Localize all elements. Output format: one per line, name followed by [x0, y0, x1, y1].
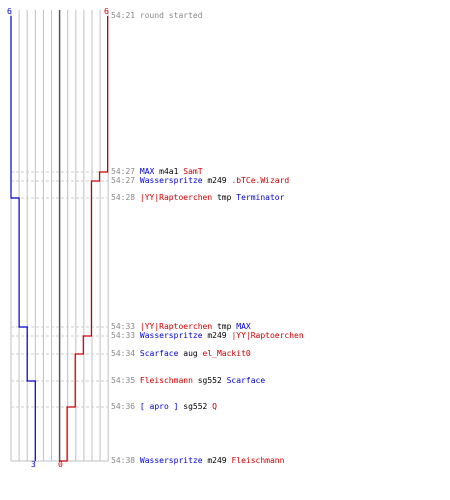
blue-player-name: [ apro ]	[139, 402, 179, 411]
blue-player-name: Wasserspritze	[139, 176, 203, 185]
event-time: 54:27	[111, 167, 140, 176]
timeline-grid	[10, 10, 109, 462]
blue-team-end-count: 3	[31, 460, 36, 469]
weapon-name: sg552	[178, 402, 213, 411]
red-player-name: |YY|Raptoerchen	[231, 331, 304, 340]
event-time: 54:34	[111, 349, 140, 358]
kill-event: 54:27 MAX m4a1 SamT	[111, 167, 203, 176]
blue-player-name: MAX	[139, 167, 155, 176]
red-player-name: .bTCe.Wizard	[231, 176, 290, 185]
blue-player-name: MAX	[236, 322, 251, 331]
red-player-name: |YY|Raptoerchen	[139, 193, 213, 202]
weapon-name: m249	[202, 456, 232, 465]
blue-player-name: Terminator	[236, 193, 285, 202]
weapon-name: tmp	[212, 322, 237, 331]
red-player-name: |YY|Raptoerchen	[139, 322, 213, 331]
blue-player-name: Wasserspritze	[139, 331, 203, 340]
event-time: 54:33	[111, 322, 140, 331]
team-alive-step-lines	[10, 16, 109, 462]
red-player-name: Q	[212, 402, 217, 411]
blue-player-name: Wasserspritze	[139, 456, 203, 465]
kill-event: 54:34 Scarface aug el_Mackit0	[111, 349, 251, 358]
event-time: 54:36	[111, 402, 140, 411]
round-start-event: 54:21 round started	[111, 11, 203, 20]
kill-event: 54:33 Wasserspritze m249 |YY|Raptoerchen	[111, 331, 304, 340]
kill-event: 54:38 Wasserspritze m249 Fleischmann	[111, 456, 284, 465]
event-time: 54:27	[111, 176, 140, 185]
red-player-name: SamT	[183, 167, 203, 176]
weapon-name: m4a1	[154, 167, 184, 176]
event-message: round started	[139, 11, 203, 20]
blue-player-name: Scarface	[226, 376, 266, 385]
event-time: 54:38	[111, 456, 140, 465]
kill-event: 54:35 Fleischmann sg552 Scarface	[111, 376, 265, 385]
red-player-name: el_Mackit0	[202, 349, 251, 358]
kill-event: 54:28 |YY|Raptoerchen tmp Terminator	[111, 193, 284, 202]
blue-player-name: Scarface	[139, 349, 179, 358]
weapon-name: m249	[202, 331, 232, 340]
event-time: 54:33	[111, 331, 140, 340]
weapon-name: tmp	[212, 193, 237, 202]
red-team-alive-line	[59, 16, 109, 462]
weapon-name: m249	[202, 176, 232, 185]
red-team-start-count: 6	[104, 7, 109, 16]
event-time: 54:21	[111, 11, 140, 20]
kill-event: 54:33 |YY|Raptoerchen tmp MAX	[111, 322, 251, 331]
event-time: 54:35	[111, 376, 140, 385]
weapon-name: aug	[178, 349, 203, 358]
kill-event: 54:27 Wasserspritze m249 .bTCe.Wizard	[111, 176, 289, 185]
red-player-name: Fleischmann	[231, 456, 285, 465]
blue-team-start-count: 6	[7, 7, 12, 16]
weapon-name: sg552	[192, 376, 227, 385]
red-player-name: Fleischmann	[139, 376, 193, 385]
blue-team-alive-line	[10, 16, 36, 461]
kill-event: 54:36 [ apro ] sg552 Q	[111, 402, 217, 411]
event-time: 54:28	[111, 193, 140, 202]
red-team-end-count: 0	[58, 460, 63, 469]
